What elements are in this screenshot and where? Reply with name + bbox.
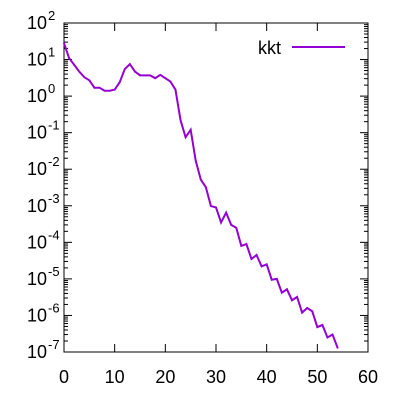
- data-point: [189, 128, 192, 131]
- data-point: [194, 159, 197, 162]
- x-tick-label: 30: [206, 367, 226, 387]
- data-point: [169, 80, 172, 83]
- data-point: [235, 226, 238, 229]
- data-point: [78, 70, 81, 73]
- data-point: [88, 79, 91, 82]
- data-point: [270, 278, 273, 281]
- data-point: [83, 76, 86, 79]
- data-point: [260, 265, 263, 268]
- y-tick-label: 10: [27, 123, 47, 143]
- data-point: [73, 63, 76, 66]
- data-point: [225, 211, 228, 214]
- y-tick-label: 10: [27, 342, 47, 362]
- x-tick-label: 20: [155, 367, 175, 387]
- data-point: [139, 74, 141, 77]
- axis-ticks: [63, 22, 369, 353]
- y-tick-label: 10: [27, 269, 47, 289]
- data-point: [154, 77, 157, 80]
- legend-label-kkt: kkt: [258, 38, 281, 58]
- x-tick-label: 0: [59, 367, 69, 387]
- y-tick-label: 10: [27, 232, 47, 252]
- data-point: [311, 310, 314, 313]
- y-tick-label-exponent: -3: [48, 191, 60, 206]
- data-point: [149, 74, 152, 77]
- data-point: [159, 74, 162, 76]
- data-point: [280, 291, 283, 294]
- data-point: [199, 178, 202, 181]
- data-point: [108, 89, 111, 92]
- data-point: [103, 89, 106, 92]
- data-point: [164, 77, 167, 80]
- x-tick-label: 10: [105, 367, 125, 387]
- y-tick-label-exponent: -7: [48, 337, 60, 352]
- data-point: [306, 307, 309, 309]
- data-point: [113, 88, 116, 91]
- data-point: [144, 74, 146, 77]
- y-tick-label-exponent: -2: [48, 154, 60, 169]
- data-point: [128, 63, 131, 66]
- plot-frame: [63, 22, 369, 353]
- data-point: [204, 186, 207, 189]
- data-point: [134, 70, 136, 73]
- data-point: [321, 324, 324, 326]
- data-point: [230, 223, 233, 226]
- data-point: [220, 221, 222, 224]
- legend: kkt: [258, 38, 345, 58]
- data-point: [68, 57, 70, 59]
- data-point: [240, 244, 243, 247]
- data-point: [98, 86, 101, 89]
- x-tick-label: 50: [307, 367, 327, 387]
- x-tick-label: 40: [257, 367, 277, 387]
- data-point: [63, 42, 65, 45]
- data-point: [93, 86, 96, 89]
- data-point: [179, 119, 182, 122]
- y-tick-label: 10: [27, 13, 47, 33]
- y-tick-label-exponent: -4: [48, 227, 60, 242]
- data-point: [184, 136, 187, 139]
- data-point: [174, 88, 177, 91]
- data-point: [210, 205, 212, 207]
- y-tick-label: 10: [27, 305, 47, 325]
- data-point: [286, 288, 288, 291]
- y-tick-label: 10: [27, 50, 47, 70]
- data-point: [255, 254, 258, 256]
- y-tick-label-exponent: -6: [48, 300, 60, 315]
- y-tick-label-exponent: -1: [48, 118, 60, 133]
- y-tick-label: 10: [27, 86, 47, 106]
- data-point: [123, 68, 126, 70]
- data-point: [316, 326, 319, 328]
- data-point: [250, 258, 253, 260]
- data-point: [118, 81, 121, 84]
- y-tick-label: 10: [27, 159, 47, 179]
- series-line-kkt: [63, 42, 339, 349]
- data-point: [265, 263, 268, 266]
- data-point: [301, 311, 304, 314]
- x-tick-label: 60: [358, 367, 378, 387]
- data-point: [296, 296, 298, 298]
- y-tick-label-exponent: 0: [48, 81, 55, 96]
- data-point: [215, 206, 217, 209]
- x-tick-labels: 0 10 20 30 40 50 60: [59, 367, 378, 387]
- y-tick-label: 10: [27, 196, 47, 216]
- y-tick-label-exponent: 1: [48, 45, 55, 60]
- data-point: [331, 333, 334, 336]
- data-point: [326, 336, 329, 339]
- series-group: [63, 42, 339, 349]
- data-point: [245, 243, 248, 245]
- y-tick-label-exponent: 2: [48, 8, 55, 23]
- data-point: [291, 299, 293, 302]
- data-point: [336, 346, 339, 349]
- y-tick-label-exponent: -5: [48, 264, 60, 279]
- data-point: [275, 277, 278, 280]
